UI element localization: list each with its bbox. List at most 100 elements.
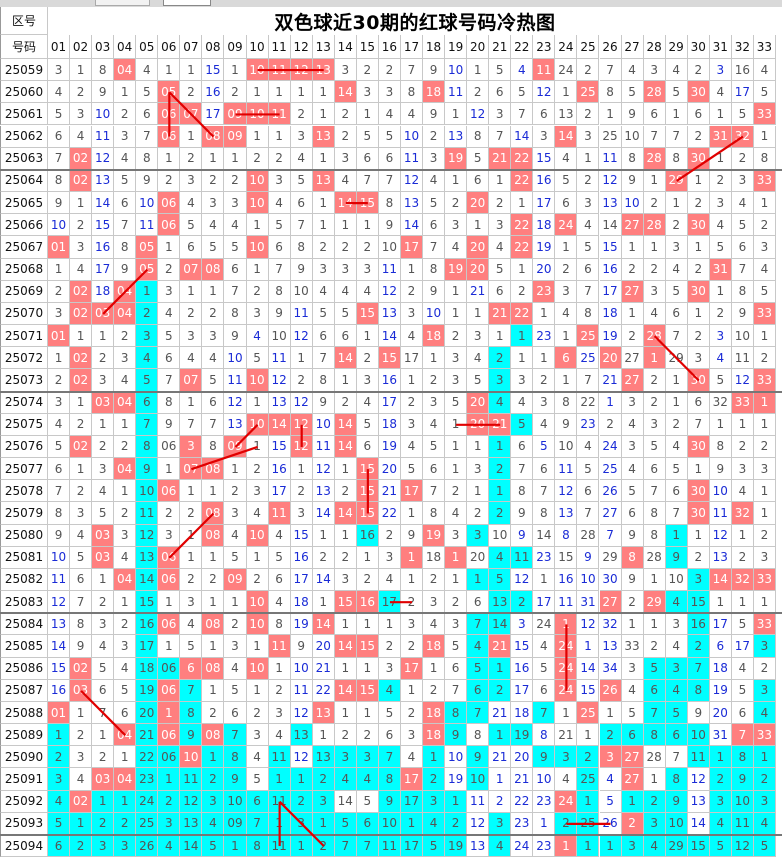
heat-cell: 20 (599, 347, 622, 370)
heat-cell: 11 (511, 546, 534, 569)
heat-cell: 18 (511, 701, 534, 725)
heat-cell: 23 (533, 546, 556, 569)
toolbar-field[interactable] (163, 0, 211, 6)
heat-cell: 2 (643, 635, 666, 658)
heat-cell: 3 (753, 458, 776, 481)
heat-cell: 3 (467, 524, 490, 547)
heat-cell: 14 (334, 413, 357, 436)
issue-number: 25076 (0, 435, 48, 459)
heat-cell: 3 (577, 192, 600, 215)
heat-cell: 10 (400, 125, 423, 148)
heat-cell: 3 (92, 834, 115, 858)
heat-cell: 22 (511, 214, 534, 237)
heat-cell: 03 (92, 302, 115, 326)
heat-cell: 2 (400, 635, 423, 658)
toolbar-button[interactable] (95, 0, 150, 6)
heat-cell: 16 (268, 458, 291, 481)
heat-cell: 24 (555, 790, 578, 813)
heat-cell: 4 (268, 192, 291, 215)
heat-cell: 1 (753, 325, 776, 348)
heat-cell: 10 (48, 546, 71, 569)
heat-cell: 8 (533, 724, 556, 747)
heat-cell: 24 (555, 59, 578, 82)
issue-number: 25084 (0, 613, 48, 636)
heat-cell: 4 (665, 635, 688, 658)
heat-cell: 7 (577, 369, 600, 392)
heat-cell: 1 (731, 413, 754, 436)
heat-cell: 1 (753, 591, 776, 614)
heat-cell: 1 (224, 147, 247, 170)
heat-cell: 12 (555, 480, 578, 503)
heat-cell: 12 (290, 59, 313, 82)
heat-cell: 23 (533, 790, 556, 813)
heat-cell: 1 (268, 125, 291, 148)
heat-cell: 11 (555, 458, 578, 481)
heat-cell: 1 (621, 236, 644, 259)
issue-number: 25079 (0, 502, 48, 525)
heat-cell: 25 (577, 347, 600, 370)
heat-cell: 3 (423, 391, 446, 414)
heat-cell: 7 (180, 679, 203, 702)
heat-cell: 30 (687, 147, 710, 170)
heat-cell: 4 (533, 635, 556, 658)
heat-cell: 1 (246, 635, 269, 658)
heat-cell: 1 (334, 524, 357, 547)
column-header: 26 (599, 35, 622, 59)
heat-cell: 15 (356, 458, 379, 481)
heat-cell: 12 (378, 280, 401, 303)
heat-cell: 1 (356, 103, 379, 126)
heat-cell: 22 (511, 236, 534, 259)
heat-cell: 1 (555, 325, 578, 348)
heat-cell: 2 (334, 125, 357, 148)
heat-cell: 18 (92, 280, 115, 303)
heat-cell: 3 (202, 325, 225, 348)
heat-cell: 2 (180, 302, 203, 326)
heat-cell: 1 (92, 790, 115, 813)
heat-cell: 8 (621, 546, 644, 569)
heat-cell: 2 (70, 724, 93, 747)
heat-cell: 1 (753, 192, 776, 215)
heat-cell: 2 (489, 347, 512, 370)
heat-cell: 1 (753, 125, 776, 148)
column-header: 32 (731, 35, 754, 59)
heat-cell: 3 (70, 236, 93, 259)
heat-cell: 3 (356, 746, 379, 769)
heat-cell: 2 (246, 147, 269, 170)
heat-cell: 5 (621, 480, 644, 503)
heat-cell: 3 (467, 458, 490, 481)
heat-cell: 4 (753, 812, 776, 835)
heat-cell: 4 (511, 391, 534, 414)
heat-cell: 8 (92, 59, 115, 82)
heat-cell: 11 (268, 502, 291, 525)
heat-cell: 11 (290, 679, 313, 702)
heat-cell: 12 (511, 568, 534, 592)
heat-cell: 11 (599, 147, 622, 170)
heat-cell: 13 (312, 480, 335, 503)
heat-cell: 1 (533, 347, 556, 370)
heat-cell: 7 (246, 812, 269, 835)
heat-cell: 2 (246, 458, 269, 481)
heat-cell: 11 (92, 125, 115, 148)
heat-cell: 2 (731, 435, 754, 459)
heat-cell: 4 (114, 147, 137, 170)
heat-cell: 08 (202, 502, 225, 525)
heat-cell: 09 (224, 125, 247, 148)
heat-cell: 14 (533, 524, 556, 547)
issue-number: 25092 (0, 790, 48, 813)
heat-cell: 5 (577, 458, 600, 481)
heat-cell: 4 (180, 192, 203, 215)
heat-cell: 3 (709, 790, 732, 813)
heat-cell: 08 (202, 657, 225, 680)
heat-cell: 2 (202, 302, 225, 326)
column-header: 11 (268, 35, 291, 59)
heat-cell: 19 (136, 679, 159, 702)
heat-cell: 4 (48, 790, 71, 813)
heat-cell: 11 (268, 746, 291, 769)
heat-cell: 6 (577, 480, 600, 503)
heat-cell: 27 (621, 347, 644, 370)
heat-cell: 2 (577, 746, 600, 769)
heat-cell: 10 (467, 768, 490, 791)
heat-cell: 10 (246, 613, 269, 636)
heat-cell: 12 (312, 458, 335, 481)
